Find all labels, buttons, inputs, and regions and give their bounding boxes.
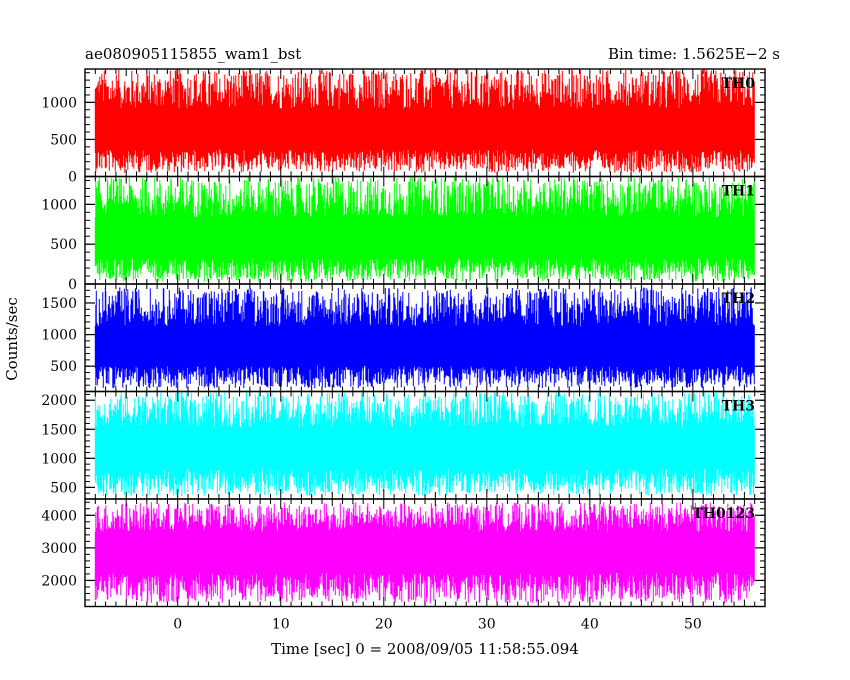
series-th0 (94, 69, 755, 173)
y-tick-label: 500 (50, 237, 77, 253)
series-th2 (94, 287, 755, 389)
y-tick-label: 4000 (41, 508, 77, 524)
x-tick-label: 50 (684, 617, 702, 633)
y-tick-label: 0 (68, 170, 77, 186)
chart-title-right: Bin time: 1.5625E−2 s (608, 45, 780, 63)
x-tick-label: 0 (173, 617, 182, 633)
x-tick-label: 40 (581, 617, 599, 633)
y-tick-label: 1000 (41, 95, 77, 111)
series-th0123 (94, 502, 755, 604)
x-tick-label: 10 (272, 617, 290, 633)
y-tick-label: 500 (50, 132, 77, 148)
channel-label-th1: TH1 (722, 184, 755, 200)
channel-label-th3: TH3 (722, 399, 755, 415)
x-tick-label: 30 (478, 617, 496, 633)
channel-label-th0123: TH0123 (692, 506, 755, 522)
y-tick-label: 500 (50, 480, 77, 496)
y-tick-label: 1000 (41, 197, 77, 213)
series-th1 (94, 176, 755, 282)
y-tick-label: 500 (50, 359, 77, 375)
channel-label-th2: TH2 (722, 291, 755, 307)
y-tick-label: 0 (68, 277, 77, 293)
y-tick-label: 1000 (41, 451, 77, 467)
channel-label-th0: TH0 (722, 76, 756, 92)
y-tick-label: 1000 (41, 328, 77, 344)
x-tick-label: 20 (375, 617, 393, 633)
x-axis-label: Time [sec] 0 = 2008/09/05 11:58:55.094 (271, 640, 579, 658)
series-th3 (94, 391, 755, 497)
y-tick-label: 1500 (41, 296, 77, 312)
chart-title-left: ae080905115855_wam1_bst (85, 45, 301, 63)
y-tick-label: 3000 (41, 541, 77, 557)
y-axis-label: Counts/sec (3, 297, 21, 381)
y-tick-label: 1500 (41, 422, 77, 438)
y-tick-label: 2000 (41, 573, 77, 589)
y-tick-label: 2000 (41, 393, 77, 409)
